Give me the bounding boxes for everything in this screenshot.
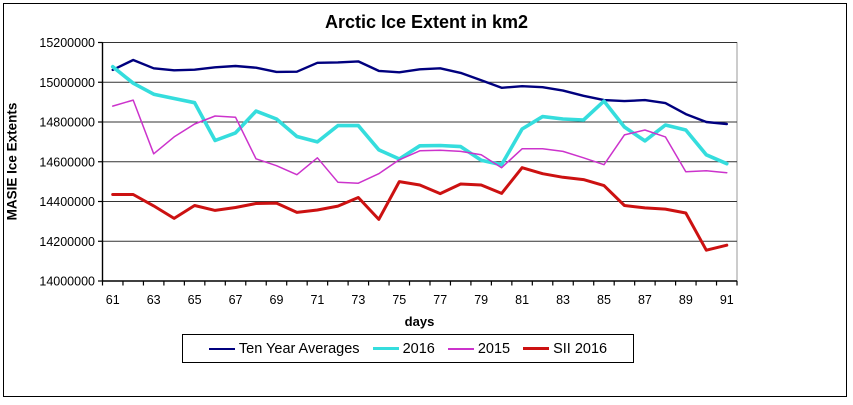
legend-swatch-1 <box>372 347 399 350</box>
series-line-1 <box>110 64 729 167</box>
y-tick-label: 14800000 <box>39 116 95 130</box>
legend-label-1: 2016 <box>402 340 435 357</box>
legend-swatch-2 <box>447 347 474 350</box>
series-line-3 <box>111 166 729 252</box>
x-tick-label: 89 <box>679 293 693 307</box>
x-tick-label: 75 <box>392 293 406 307</box>
y-tick-label: 14600000 <box>39 155 95 169</box>
chart-title: Arctic Ice Extent in km2 <box>324 12 529 32</box>
y-tick-label: 15200000 <box>39 36 95 50</box>
y-tick-label: 14000000 <box>39 275 95 289</box>
x-tick-label: 71 <box>310 293 324 307</box>
y-tick-label: 14200000 <box>39 235 95 249</box>
legend-item-2: 2015 <box>447 340 511 357</box>
legend-label-3: SII 2016 <box>553 340 608 357</box>
x-tick-label: 65 <box>188 293 202 307</box>
x-axis-title: days <box>404 314 435 329</box>
legend-swatch-3 <box>523 347 550 350</box>
legend-label-2: 2015 <box>477 340 511 357</box>
x-tick-label: 61 <box>106 293 120 307</box>
x-tick-label: 87 <box>638 293 652 307</box>
legend-item-0: Ten Year Averages <box>208 340 360 357</box>
x-tick-label: 73 <box>351 293 365 307</box>
x-tick-label: 83 <box>556 293 570 307</box>
x-tick-label: 77 <box>433 293 447 307</box>
legend-swatch-0 <box>208 347 235 350</box>
x-tick-label: 67 <box>229 293 243 307</box>
x-tick-label: 63 <box>147 293 161 307</box>
y-tick-label: 14400000 <box>39 195 95 209</box>
legend-label-0: Ten Year Averages <box>238 340 360 357</box>
x-tick-label: 69 <box>270 293 284 307</box>
legend-item-1: 2016 <box>372 340 435 357</box>
x-tick-label: 91 <box>720 293 734 307</box>
y-tick-label: 15000000 <box>39 76 95 90</box>
legend: Ten Year Averages 2016 2015 SII 2016 <box>182 334 634 363</box>
legend-item-3: SII 2016 <box>523 341 607 357</box>
x-tick-label: 81 <box>515 293 529 307</box>
series-line-2 <box>111 99 728 184</box>
series-line-0 <box>111 58 728 126</box>
x-tick-label: 79 <box>474 293 488 307</box>
x-tick-label: 85 <box>597 293 611 307</box>
